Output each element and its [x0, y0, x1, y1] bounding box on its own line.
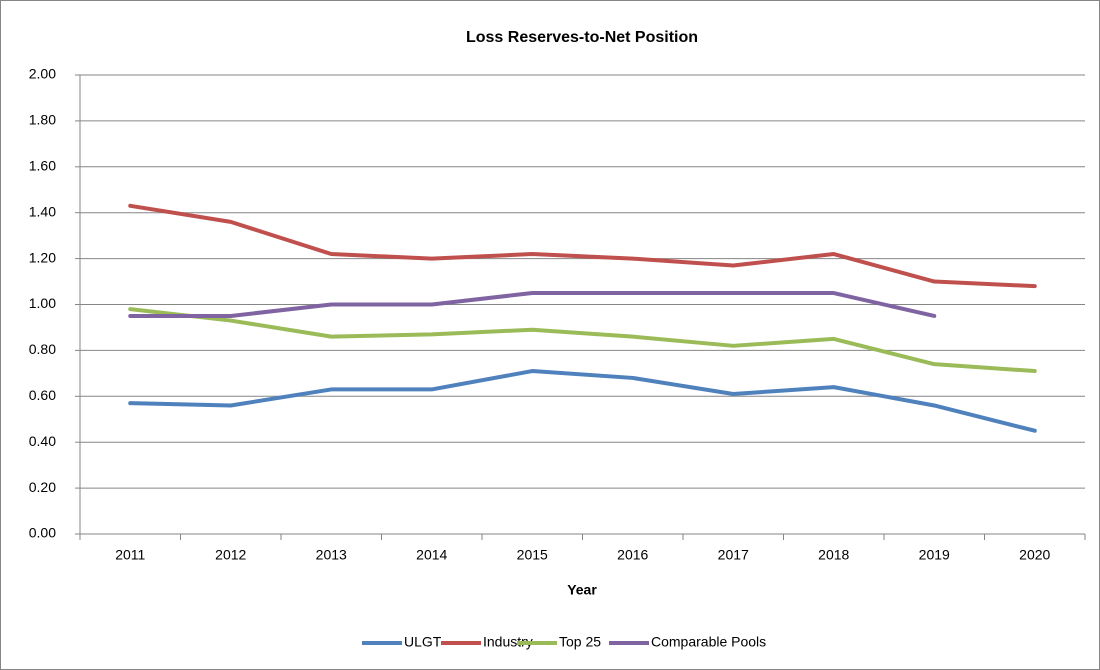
- y-tick-label: 1.80: [29, 112, 56, 128]
- x-tick-label: 2016: [617, 547, 648, 563]
- y-tick-label: 1.20: [29, 249, 56, 265]
- series-line: [128, 291, 937, 318]
- legend-label: Industry: [483, 634, 533, 650]
- series-line: [128, 369, 1037, 433]
- legend-label: Comparable Pools: [651, 634, 766, 650]
- x-tick-label: 2014: [416, 547, 447, 563]
- legend-label: Top 25: [559, 634, 601, 650]
- series-line: [128, 307, 1037, 374]
- y-tick-label: 0.80: [29, 341, 56, 357]
- x-tick-label: 2017: [718, 547, 749, 563]
- x-tick-label: 2011: [115, 547, 145, 563]
- y-tick-label: 1.40: [29, 203, 56, 219]
- chart-title: Loss Reserves-to-Net Position: [466, 29, 698, 46]
- y-tick-label: 2.00: [29, 66, 56, 82]
- y-tick-label: 0.20: [29, 479, 56, 495]
- y-tick-label: 1.60: [29, 158, 56, 174]
- x-tick-label: 2012: [215, 547, 246, 563]
- x-tick-label: 2015: [517, 547, 548, 563]
- y-tick-label: 0.00: [29, 525, 56, 541]
- x-tick-label: 2020: [1019, 547, 1050, 563]
- x-tick-label: 2019: [919, 547, 950, 563]
- x-tick-label: 2013: [316, 547, 347, 563]
- x-tick-label: 2018: [818, 547, 849, 563]
- legend-label: ULGT: [404, 634, 442, 650]
- x-axis-title: Year: [567, 582, 597, 598]
- y-tick-label: 1.00: [29, 295, 56, 311]
- y-tick-label: 0.40: [29, 433, 56, 449]
- series-line: [128, 203, 1037, 289]
- y-tick-label: 0.60: [29, 387, 56, 403]
